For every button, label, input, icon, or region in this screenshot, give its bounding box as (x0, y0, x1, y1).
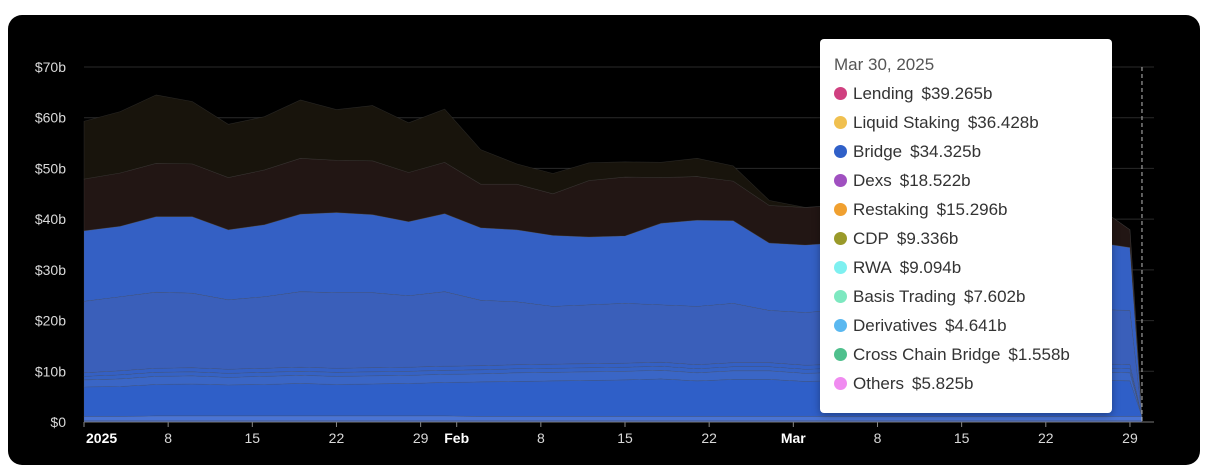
tooltip-series-name: Restaking (853, 199, 929, 219)
legend-dot-icon (834, 116, 847, 129)
tooltip-series-value: $4.641b (945, 315, 1007, 335)
x-tick-label: Mar (781, 430, 806, 446)
tooltip-series-value: $34.325b (910, 141, 982, 161)
y-tick-label: $20b (35, 313, 66, 329)
tooltip-date: Mar 30, 2025 (834, 55, 935, 74)
legend-dot-icon (834, 87, 847, 100)
tooltip-row: Dexs $18.522b (834, 166, 1112, 195)
x-tick-label: 29 (1122, 430, 1138, 446)
tooltip-row: Liquid Staking $36.428b (834, 108, 1112, 137)
y-tick-label: $70b (35, 59, 66, 75)
tooltip-row: Derivatives $4.641b (834, 311, 1112, 340)
legend-dot-icon (834, 203, 847, 216)
y-tick-label: $10b (35, 363, 66, 379)
tooltip-series-value: $5.825b (912, 373, 974, 393)
y-tick-label: $40b (35, 211, 66, 227)
y-tick-label: $0 (50, 414, 66, 430)
x-tick-label: 15 (245, 430, 261, 446)
tooltip-series-name: Others (853, 373, 905, 393)
x-tick-label: 2025 (86, 430, 117, 446)
legend-dot-icon (834, 290, 847, 303)
x-tick-label: 29 (413, 430, 429, 446)
tooltip-row: Restaking $15.296b (834, 195, 1112, 224)
x-tick-label: 22 (701, 430, 717, 446)
tooltip-series-value: $18.522b (899, 170, 971, 190)
y-tick-label: $50b (35, 160, 66, 176)
legend-dot-icon (834, 261, 847, 274)
tooltip-series-name: Lending (853, 83, 914, 103)
legend-dot-icon (834, 348, 847, 361)
tooltip-series-value: $15.296b (936, 199, 1008, 219)
tooltip-row: Lending $39.265b (834, 79, 1112, 108)
y-tick-label: $30b (35, 262, 66, 278)
tooltip-row: CDP $9.336b (834, 224, 1112, 253)
tooltip-series-value: $39.265b (921, 83, 993, 103)
tooltip-row: Others $5.825b (834, 369, 1112, 398)
x-tick-label: 8 (164, 430, 172, 446)
x-tick-label: 22 (1038, 430, 1054, 446)
tooltip-series-name: Basis Trading (853, 286, 956, 306)
x-tick-label: 22 (329, 430, 345, 446)
x-tick-label: 8 (874, 430, 882, 446)
x-tick-label: 15 (617, 430, 633, 446)
legend-dot-icon (834, 145, 847, 158)
tooltip-row: Cross Chain Bridge $1.558b (834, 340, 1112, 369)
area-lending[interactable] (83, 94, 1143, 417)
area-basis-trading[interactable] (83, 369, 1143, 417)
chart-tooltip: Mar 30, 2025 Lending $39.265b Liquid Staki… (820, 39, 1112, 413)
legend-dot-icon (834, 319, 847, 332)
tooltip-series-value: $36.428b (967, 112, 1039, 132)
tooltip-series-name: Dexs (853, 170, 892, 190)
chart-panel: $0 $10b $20b $30b $40b $50b $60b $70b 2025 8 15 22… (8, 15, 1200, 465)
legend-dot-icon (834, 377, 847, 390)
tooltip-series-value: $7.602b (964, 286, 1026, 306)
tooltip-series-name: Bridge (853, 141, 903, 161)
x-tick-label: 15 (954, 430, 970, 446)
x-tick-label: 8 (537, 430, 545, 446)
tooltip-series-name: CDP (853, 228, 889, 248)
legend-dot-icon (834, 232, 847, 245)
tooltip-series-value: $1.558b (1008, 344, 1070, 364)
tooltip-row: RWA $9.094b (834, 253, 1112, 282)
tooltip-row: Bridge $34.325b (834, 137, 1112, 166)
x-tick-label: Feb (444, 430, 469, 446)
tooltip-series-name: Derivatives (853, 315, 938, 335)
tooltip-series-name: Cross Chain Bridge (853, 344, 1001, 364)
tooltip-series-name: RWA (853, 257, 892, 277)
tooltip-series-value: $9.094b (899, 257, 962, 277)
tooltip-series-value: $9.336b (896, 228, 959, 248)
tooltip-series-name: Liquid Staking (853, 112, 960, 132)
tooltip-row: Basis Trading $7.602b (834, 282, 1112, 311)
legend-dot-icon (834, 174, 847, 187)
y-tick-label: $60b (35, 110, 66, 126)
